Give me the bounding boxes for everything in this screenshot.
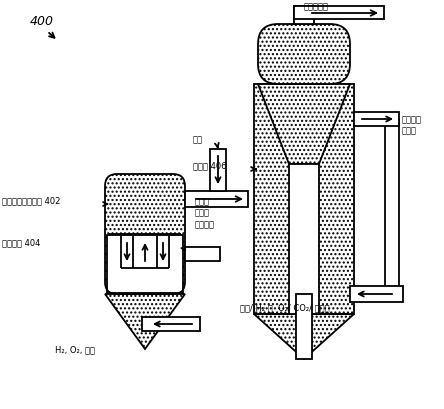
- Polygon shape: [258, 85, 350, 164]
- Text: 去燃烧产物: 去燃烧产物: [304, 2, 329, 11]
- Text: 400: 400: [30, 15, 54, 28]
- Bar: [294, 7, 384, 20]
- Polygon shape: [258, 85, 350, 164]
- Text: 挥发性物质脱除器 402: 挥发性物质脱除器 402: [2, 196, 60, 204]
- Bar: [185, 247, 220, 261]
- Text: 气化器 406: 气化器 406: [193, 161, 226, 170]
- Text: 挥发性
物质和
微粉化炭: 挥发性 物质和 微粉化炭: [195, 196, 215, 229]
- Text: 空气/ H₂ 或  O₂/ CO₂/ 合成气: 空气/ H₂ 或 O₂/ CO₂/ 合成气: [240, 302, 329, 311]
- Bar: [210, 150, 226, 191]
- Text: 合成气去
冷却器: 合成气去 冷却器: [402, 115, 422, 135]
- Bar: [354, 113, 399, 127]
- Bar: [350, 286, 403, 302]
- Bar: [107, 236, 183, 293]
- Bar: [142, 317, 200, 331]
- Bar: [254, 85, 354, 314]
- Bar: [254, 85, 354, 314]
- Text: 固体燃料 404: 固体燃料 404: [2, 237, 40, 246]
- Bar: [385, 120, 399, 294]
- Bar: [296, 294, 312, 359]
- Polygon shape: [254, 314, 354, 359]
- Bar: [289, 164, 319, 314]
- Text: 蒸汽: 蒸汽: [193, 135, 203, 144]
- Bar: [185, 191, 248, 207]
- FancyBboxPatch shape: [258, 25, 350, 85]
- FancyBboxPatch shape: [105, 175, 185, 294]
- Polygon shape: [105, 294, 185, 349]
- Text: H₂, O₂, 蒸汽: H₂, O₂, 蒸汽: [55, 344, 95, 353]
- Bar: [294, 7, 314, 25]
